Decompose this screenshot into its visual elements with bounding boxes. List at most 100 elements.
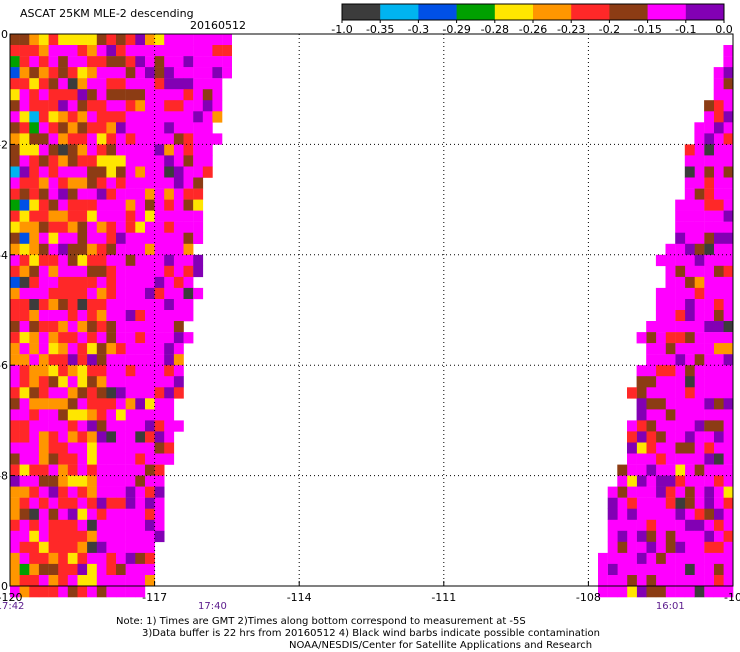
data-cell (135, 188, 146, 200)
data-cell (723, 133, 734, 145)
data-cell (135, 530, 146, 543)
data-cell (145, 321, 155, 333)
data-cell (154, 321, 165, 333)
data-cell (10, 265, 20, 278)
data-cell (58, 354, 69, 366)
data-cell (655, 552, 666, 565)
data-cell (164, 398, 175, 410)
data-cell (19, 133, 30, 145)
data-cell (723, 332, 734, 344)
data-cell (77, 67, 88, 79)
data-cell (58, 78, 69, 90)
data-cell (116, 122, 126, 134)
data-cell (145, 111, 155, 123)
data-cell (87, 188, 97, 200)
data-cell (655, 376, 666, 388)
data-cell (116, 243, 126, 256)
data-cell (607, 530, 618, 543)
data-cell (154, 387, 165, 399)
data-cell (723, 519, 734, 532)
data-cell (646, 365, 657, 377)
data-cell (38, 343, 49, 355)
data-cell (665, 442, 676, 454)
data-cell (135, 210, 146, 222)
data-cell (58, 122, 69, 134)
data-cell (96, 188, 107, 200)
data-cell (193, 100, 204, 112)
data-cell (145, 398, 155, 410)
data-cell (96, 431, 107, 443)
data-cell (67, 497, 78, 509)
data-cell (48, 508, 59, 520)
data-cell (96, 177, 107, 189)
data-cell (67, 586, 78, 598)
colorbar-tick-label: -0.15 (633, 23, 661, 36)
data-cell (58, 552, 69, 565)
data-cell (694, 343, 705, 355)
data-cell (19, 210, 30, 222)
data-cell (704, 497, 714, 509)
data-cell (106, 67, 117, 79)
data-cell (694, 519, 705, 532)
data-cell (87, 243, 97, 256)
data-cell (684, 354, 695, 366)
data-cell (164, 376, 175, 388)
data-cell (173, 34, 184, 46)
data-cell (135, 144, 146, 156)
data-cell (77, 155, 88, 167)
data-cell (646, 541, 657, 554)
data-cell (164, 365, 175, 377)
data-cell (704, 453, 714, 465)
data-cell (67, 89, 78, 101)
data-cell (38, 232, 49, 244)
data-cell (713, 243, 724, 256)
data-cell (106, 586, 117, 598)
data-cell (154, 100, 165, 112)
data-cell (723, 541, 734, 554)
data-cell (19, 89, 30, 101)
data-cell (125, 552, 136, 565)
data-cell (646, 376, 657, 388)
data-cell (202, 133, 213, 145)
data-cell (48, 453, 59, 465)
data-cell (116, 45, 126, 57)
data-cell (125, 310, 136, 322)
data-cell (29, 67, 40, 79)
data-cell (164, 431, 175, 443)
data-cell (48, 409, 59, 421)
data-cell (67, 431, 78, 443)
data-cell (665, 265, 676, 278)
data-cell (38, 453, 49, 465)
data-cell (116, 210, 126, 222)
data-cell (77, 321, 88, 333)
data-cell (684, 453, 695, 465)
data-cell (193, 45, 204, 57)
data-cell (116, 552, 126, 565)
data-cell (106, 155, 117, 167)
data-cell (212, 34, 223, 46)
data-cell (19, 310, 30, 322)
data-cell (694, 453, 705, 465)
data-cell (87, 552, 97, 565)
data-cell (183, 89, 194, 101)
data-cell (636, 431, 647, 443)
data-cell (684, 497, 695, 509)
data-cell (19, 45, 30, 57)
data-cell (77, 365, 88, 377)
data-cell (77, 100, 88, 112)
data-cell (675, 586, 686, 598)
data-cell (19, 254, 30, 267)
data-cell (58, 56, 69, 68)
data-cell (684, 387, 695, 399)
data-cell (713, 276, 724, 289)
data-cell (19, 111, 30, 123)
data-cell (675, 232, 686, 244)
data-cell (694, 575, 705, 587)
data-cell (154, 111, 165, 123)
data-cell (713, 287, 724, 300)
data-cell (665, 563, 676, 576)
data-cell (19, 575, 30, 587)
data-cell (96, 210, 107, 222)
data-cell (598, 552, 608, 565)
